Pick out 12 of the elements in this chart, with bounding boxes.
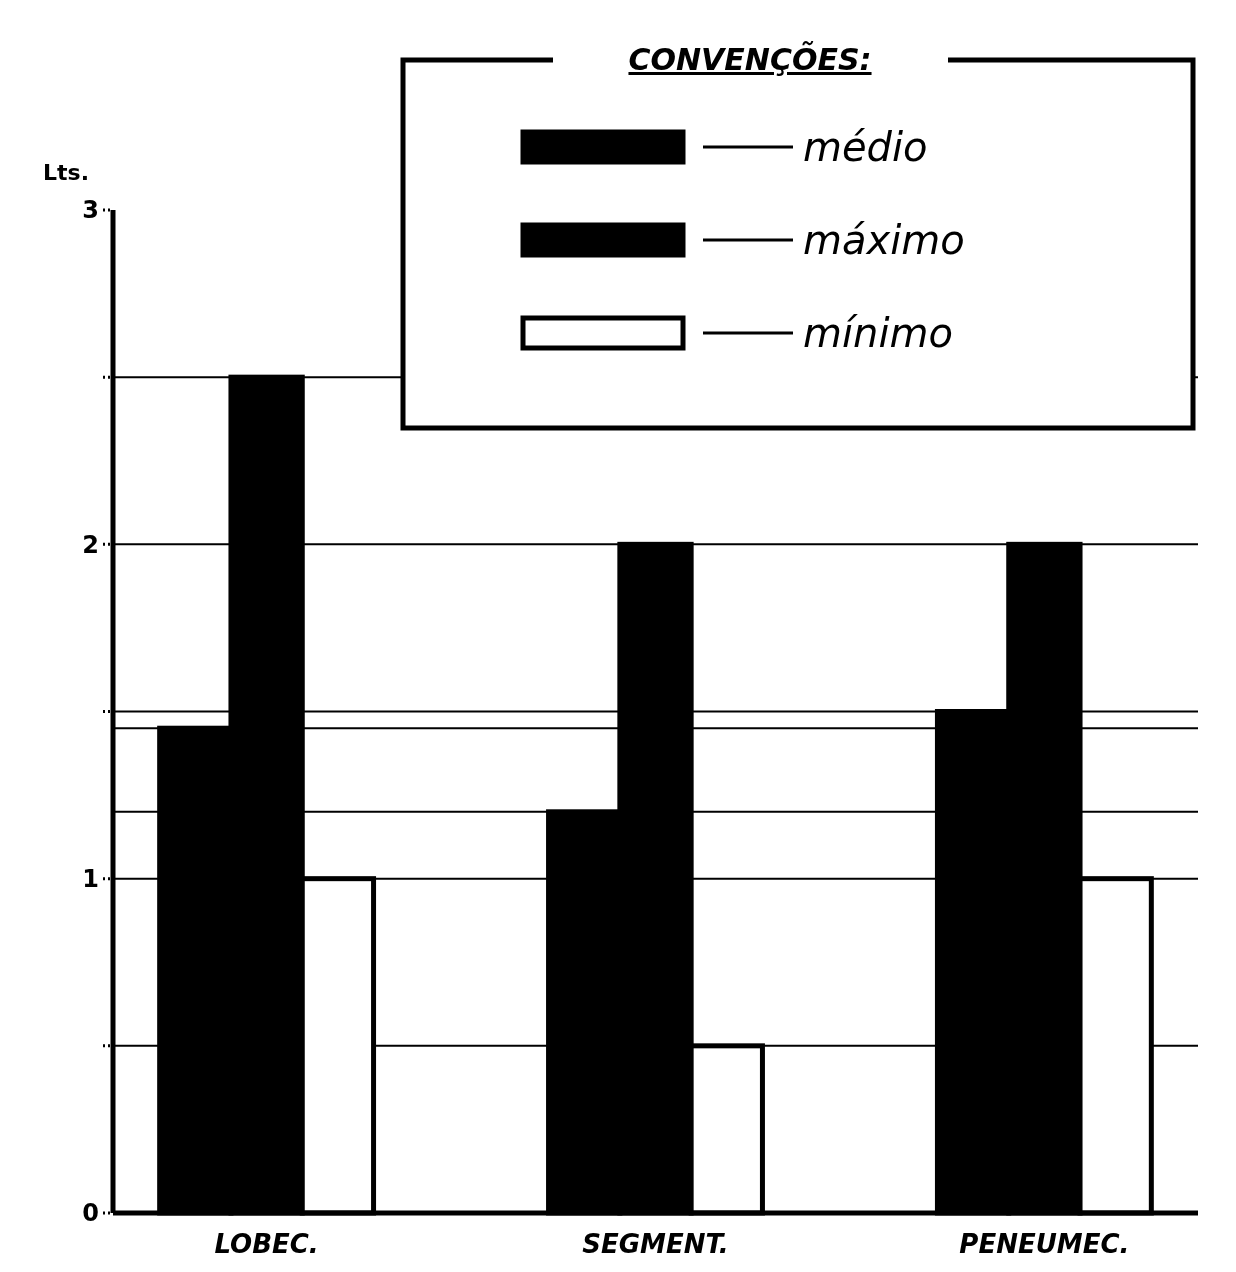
legend-label: máximo: [803, 217, 965, 263]
y-tick-label: 3: [82, 196, 99, 225]
x-tick-label: SEGMENT.: [582, 1229, 729, 1259]
x-tick-label: PENEUMEC.: [959, 1229, 1130, 1259]
y-tick-label: 2: [82, 530, 99, 559]
legend-label: médio: [803, 124, 928, 170]
y-tick-label: 1: [82, 865, 99, 894]
y-tick-label: 0: [82, 1199, 99, 1228]
legend-title: CONVENÇÕES:: [628, 41, 872, 77]
legend-label: mínimo: [803, 310, 953, 356]
x-tick-label: LOBEC.: [214, 1229, 319, 1259]
y-axis-title: Lts.: [43, 160, 89, 185]
